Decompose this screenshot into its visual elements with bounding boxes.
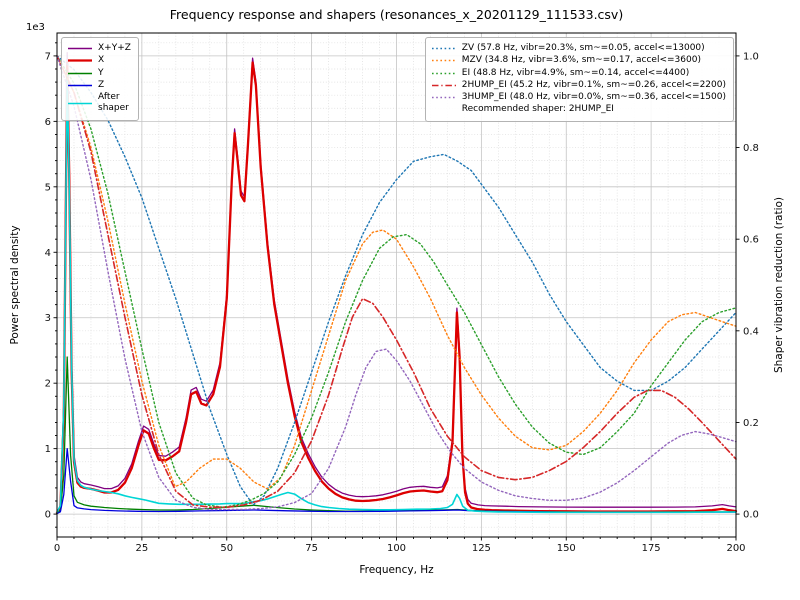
legend-line-sample [431, 84, 456, 87]
y-left-tick-label: 6 [45, 117, 51, 128]
legend-label: Recommended shaper: 2HUMP_EI [461, 104, 614, 115]
x-tick-label: 200 [726, 543, 745, 554]
y-axis-right-label: Shaper vibration reduction (ratio) [773, 196, 785, 374]
y-left-tick-label: 7 [45, 51, 51, 62]
legend-line-sample [431, 47, 456, 50]
legend-label: X [98, 55, 105, 66]
series-ei [56, 55, 737, 508]
legend-line-sample [68, 102, 92, 104]
x-tick-label: 0 [54, 543, 60, 554]
x-tick-label: 25 [136, 543, 149, 554]
y-right-tick-label: 0.4 [743, 326, 759, 337]
legend-label: X+Y+Z [98, 43, 131, 53]
legend-label: Y [98, 67, 104, 78]
series-2hump_ei [56, 55, 737, 508]
legend-item: Y [67, 68, 131, 79]
series-after-shaper [56, 74, 737, 514]
y-left-tick-label: 4 [45, 248, 51, 259]
x-tick-label: 75 [305, 543, 318, 554]
legend-line-sample [431, 96, 456, 99]
y-left-tick-label: 5 [45, 182, 51, 193]
legend-label: 3HUMP_EI (48.0 Hz, vibr=0.0%, sm~=0.36, … [461, 92, 726, 102]
y-right-tick-label: 0.6 [743, 235, 759, 246]
legend-line-sample [68, 59, 92, 62]
legend-item: Recommended shaper: 2HUMP_EI [431, 104, 726, 115]
legend-item: 2HUMP_EI (45.2 Hz, vibr=0.1%, sm~=0.26, … [431, 80, 726, 91]
legend-label: EI (48.8 Hz, vibr=4.9%, sm~=0.14, accel<… [461, 67, 690, 78]
y-right-tick-label: 0.2 [743, 418, 759, 429]
tick-marks [53, 42, 740, 541]
legend-label: After shaper [98, 92, 129, 114]
legend-item: EI (48.8 Hz, vibr=4.9%, sm~=0.14, accel<… [431, 68, 726, 79]
legend-label: 2HUMP_EI (45.2 Hz, vibr=0.1%, sm~=0.26, … [461, 79, 726, 90]
series-3hump_ei [56, 55, 737, 511]
x-axis-label: Frequency, Hz [359, 564, 434, 576]
legend-item: X [67, 55, 131, 66]
legend-shapers: ZV (57.8 Hz, vibr=20.3%, sm~=0.05, accel… [424, 37, 734, 122]
tick-labels: 0 25 50 75 100 125 150 175 200 0 1 2 3 4 5 6 7 0.0 0.2 0.4 0… [45, 51, 759, 554]
legend-item: After shaper [67, 92, 131, 115]
legend-psd: X+Y+Z X Y Z After shaper [61, 37, 139, 121]
chart-title: Frequency response and shapers (resonanc… [169, 7, 624, 22]
x-tick-label: 175 [642, 543, 661, 554]
legend-item: MZV (34.8 Hz, vibr=3.6%, sm~=0.17, accel… [431, 55, 726, 66]
legend-line-sample [431, 72, 456, 74]
series-x [55, 61, 738, 514]
legend-line-sample [68, 47, 92, 50]
y-left-tick-label: 1 [45, 444, 51, 455]
y-axis-left-label: Power spectral density [9, 225, 21, 345]
y-right-tick-label: 0.0 [743, 510, 759, 521]
legend-item: 3HUMP_EI (48.0 Hz, vibr=0.0%, sm~=0.36, … [431, 92, 726, 103]
y-right-tick-label: 0.8 [743, 143, 759, 154]
legend-label: MZV (34.8 Hz, vibr=3.6%, sm~=0.17, accel… [461, 55, 701, 66]
x-tick-label: 125 [472, 543, 491, 554]
y-left-tick-label: 0 [45, 510, 51, 521]
legend-line-sample [68, 84, 92, 87]
x-tick-label: 150 [557, 543, 576, 554]
y-left-tick-label: 3 [45, 313, 51, 324]
legend-line-sample [431, 60, 456, 62]
legend-label: Z [98, 79, 105, 90]
y-axis-offset-text: 1e3 [26, 22, 45, 33]
legend-item: Z [67, 80, 131, 91]
y-right-tick-label: 1.0 [743, 51, 759, 62]
legend-label: ZV (57.8 Hz, vibr=20.3%, sm~=0.05, accel… [461, 43, 705, 53]
legend-line-sample [68, 72, 92, 74]
legend-item: ZV (57.8 Hz, vibr=20.3%, sm~=0.05, accel… [431, 43, 726, 54]
x-tick-label: 100 [387, 543, 406, 554]
y-left-tick-label: 2 [45, 379, 51, 390]
legend-item: X+Y+Z [67, 43, 131, 54]
x-tick-label: 50 [220, 543, 233, 554]
legend-line-sample [431, 104, 457, 115]
series-zv [56, 55, 737, 506]
